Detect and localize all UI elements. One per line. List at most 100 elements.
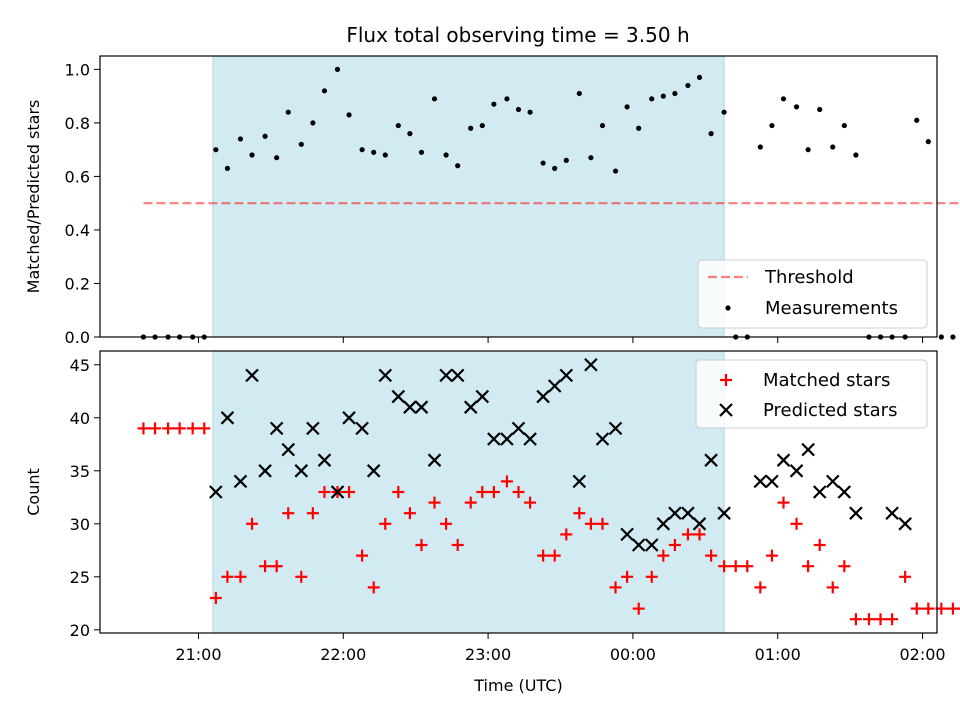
matched-star-point [813, 539, 826, 552]
predicted-star-point [608, 421, 623, 436]
measurement-point [540, 160, 546, 166]
matched-star-point [246, 517, 259, 530]
matched-star-point [282, 507, 295, 520]
measurement-point [708, 131, 714, 137]
matched-star-point [173, 422, 186, 435]
predicted-star-point [656, 517, 671, 531]
measurement-point [636, 125, 642, 131]
matched-star-point [729, 560, 742, 573]
x-tick-label: 22:00 [320, 645, 366, 664]
predicted-star-point [765, 474, 779, 489]
measurement-point [418, 149, 425, 155]
measurement-point [817, 106, 823, 113]
measurement-point [468, 125, 474, 131]
measurement-point [321, 88, 328, 94]
top-axes-frame [99, 55, 938, 338]
predicted-star-point [776, 453, 791, 467]
measurement-point [285, 109, 291, 115]
matched-star-point [149, 422, 162, 435]
x-axis-label: Time (UTC) [473, 676, 562, 695]
matched-star-point [922, 602, 935, 615]
matched-star-point [790, 517, 803, 530]
predicted-star-point [391, 389, 406, 404]
matched-star-point [221, 570, 234, 583]
bottom-axes-frame [99, 350, 938, 634]
matched-star-point [645, 570, 658, 583]
predicted-star-point [378, 368, 393, 383]
measurement-point [649, 96, 655, 102]
measurement-point [310, 120, 316, 126]
y-tick-label: 25 [70, 568, 90, 587]
predicted-star-point [692, 517, 707, 531]
matched-star-point [295, 570, 308, 583]
predicted-star-point [342, 411, 356, 425]
legend-box [697, 259, 928, 329]
predicted-star-point [719, 403, 733, 417]
matched-star-point [573, 507, 586, 520]
matched-star-point [862, 613, 875, 626]
predicted-star-point [330, 485, 345, 499]
predicted-star-point [789, 464, 804, 478]
predicted-star-point [572, 474, 587, 489]
measurement-point [624, 104, 630, 110]
predicted-star-point [500, 432, 514, 446]
predicted-star-point [511, 421, 526, 436]
matched-star-point [415, 539, 428, 552]
matched-star-point [428, 496, 441, 509]
predicted-star-point [487, 432, 501, 446]
predicted-star-point [595, 432, 610, 446]
matched-star-point [186, 422, 199, 435]
measurement-point [224, 165, 231, 171]
measurement-point [371, 149, 377, 155]
legend-predicted-label: Predicted stars [763, 400, 897, 421]
measurement-point [660, 93, 666, 99]
measurement-point [672, 90, 678, 97]
matched-star-point [451, 539, 464, 552]
matched-star-point [802, 560, 815, 573]
matched-star-point [946, 602, 959, 615]
matched-star-point [487, 486, 500, 498]
measurement-point [721, 109, 727, 115]
predicted-star-point [898, 517, 912, 531]
predicted-star-point [812, 485, 827, 499]
matched-star-point [657, 549, 670, 562]
measurement-point [491, 101, 497, 107]
measurement-point [262, 133, 268, 139]
matched-star-point [318, 486, 331, 498]
predicted-star-point [681, 506, 695, 520]
y-tick-label: 45 [70, 356, 90, 375]
matched-star-point [234, 570, 247, 583]
measurement-point [249, 152, 255, 158]
predicted-star-point [245, 368, 259, 383]
y-tick-label: 1.0 [65, 60, 90, 79]
matched-star-point [162, 422, 175, 435]
matched-star-point [693, 528, 706, 541]
measurement-point [805, 147, 811, 153]
measurement-point [515, 106, 522, 113]
predicted-star-point [849, 506, 863, 520]
predicted-star-point [547, 379, 562, 393]
measurement-point [757, 144, 763, 150]
measurement-point [563, 157, 569, 163]
x-tick-label: 01:00 [755, 645, 801, 664]
measurement-point [479, 122, 485, 129]
matched-star-point [500, 475, 513, 488]
measurement-point [793, 104, 800, 110]
measurement-point [914, 117, 920, 123]
x-tick-label: 00:00 [610, 645, 656, 664]
matched-star-point [681, 528, 694, 541]
measurement-point [599, 122, 606, 129]
measurement-point [938, 334, 944, 340]
measurement-point [527, 109, 533, 115]
matched-star-point [403, 507, 416, 520]
matched-star-point [754, 581, 767, 594]
measurement-point [780, 96, 787, 102]
measurement-point [213, 147, 219, 153]
measurement-point [769, 122, 775, 129]
legend-box [695, 359, 928, 429]
predicted-star-point [258, 464, 272, 478]
measurement-point [237, 136, 244, 142]
matched-star-point [899, 570, 912, 583]
y-tick-label: 20 [70, 621, 90, 640]
matched-star-point [632, 602, 645, 615]
